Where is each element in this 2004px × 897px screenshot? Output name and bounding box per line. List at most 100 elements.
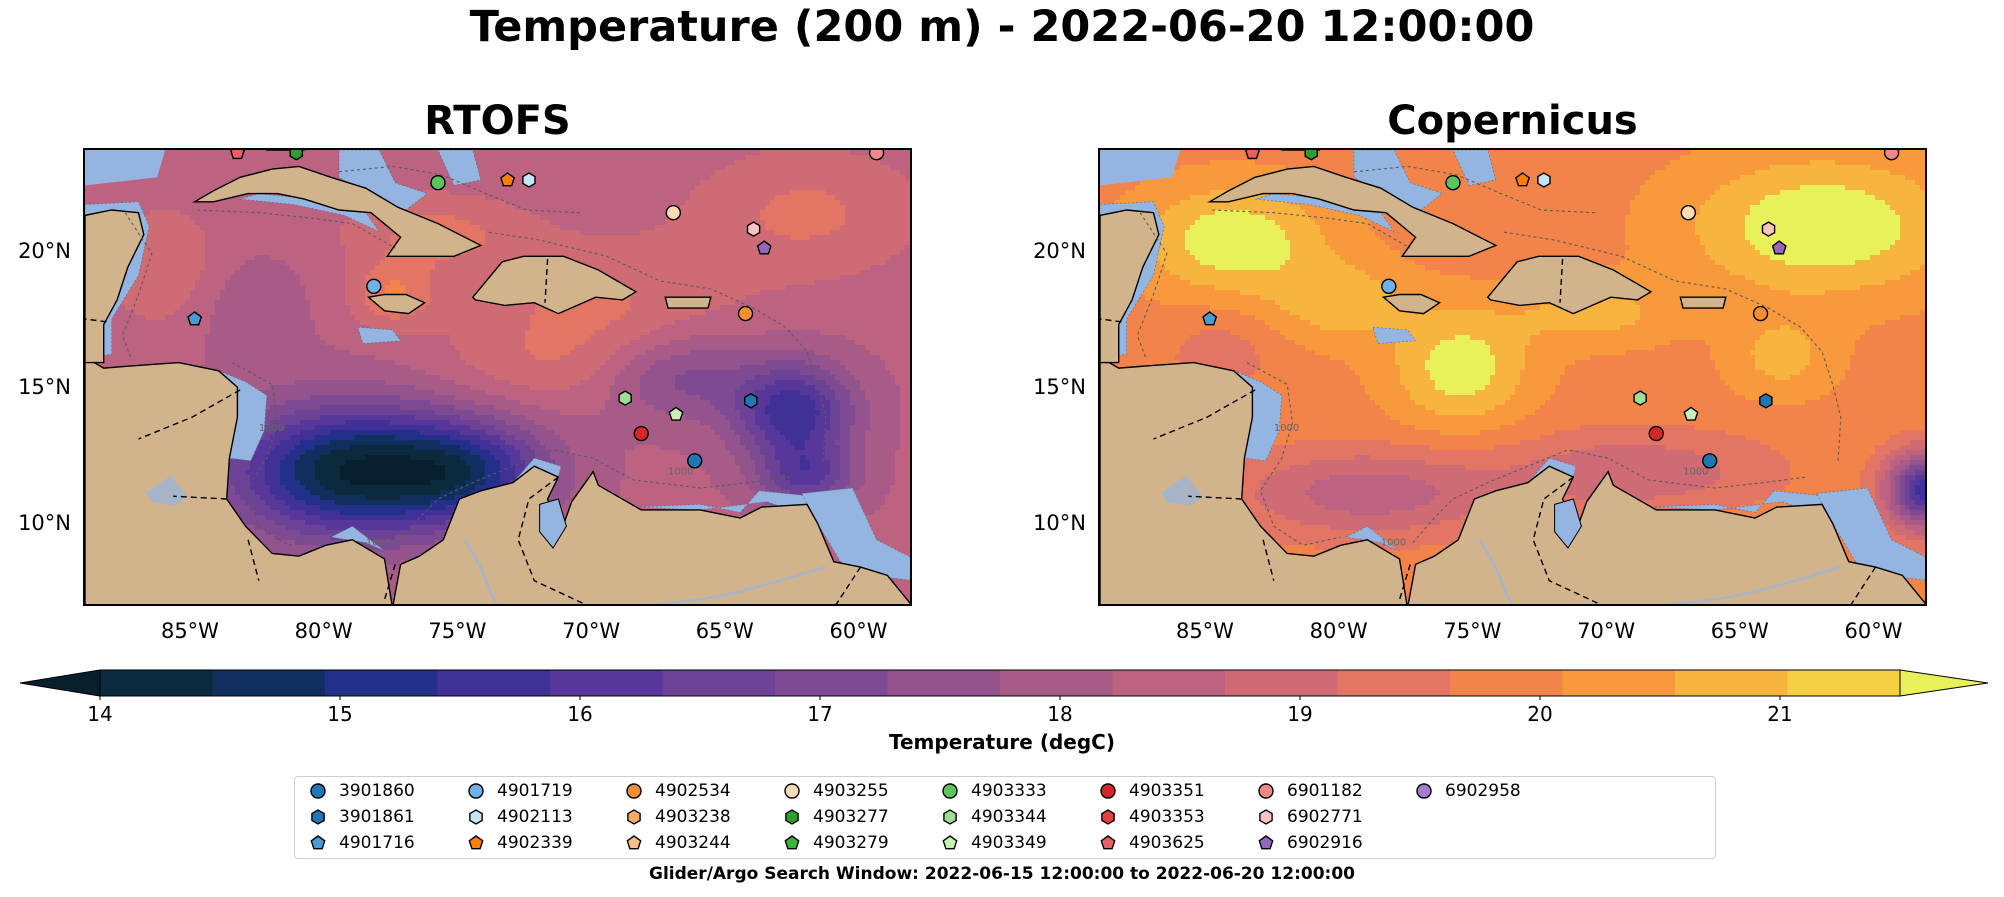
lat-tick-label-rtofs: 15°N xyxy=(1,375,71,399)
circle-marker-icon xyxy=(1100,783,1116,799)
colorbar-bin xyxy=(1675,670,1788,696)
colorbar-bin xyxy=(1562,670,1676,696)
lon-tick-label-rtofs: 65°W xyxy=(680,619,770,643)
legend-item-4903333: 4903333 xyxy=(941,781,1047,801)
float-marker-4902534[interactable] xyxy=(1752,305,1769,322)
circle-marker-icon xyxy=(1416,783,1432,799)
float-marker-4903255[interactable] xyxy=(1680,205,1697,221)
hexagon-marker-icon xyxy=(469,809,483,825)
float-marker-4902113[interactable] xyxy=(1537,172,1551,188)
panel-title-rtofs: RTOFS xyxy=(83,98,912,144)
pentagon-marker-icon xyxy=(468,835,484,850)
float-marker-4902339[interactable] xyxy=(1515,172,1531,187)
colorbar-bin xyxy=(1225,670,1338,696)
legend-label: 4903255 xyxy=(813,781,889,801)
lat-tick-label-rtofs: 10°N xyxy=(1,511,71,535)
search-window-caption: Glider/Argo Search Window: 2022-06-15 12… xyxy=(0,864,2004,884)
float-marker-4903255[interactable] xyxy=(665,205,682,221)
colorbar-bin xyxy=(212,670,326,696)
map-panel-rtofs[interactable]: 1000 1000 1000 xyxy=(83,148,912,606)
float-marker-4903351[interactable] xyxy=(1648,425,1664,442)
legend-label: 4903349 xyxy=(971,833,1047,853)
legend-item-4902339: 4902339 xyxy=(467,833,573,853)
legend-item-4903238: 4903238 xyxy=(625,807,731,827)
lon-tick-label-copernicus: 60°W xyxy=(1829,619,1919,643)
legend-item-4902534: 4902534 xyxy=(625,781,731,801)
legend-item-6901182: 6901182 xyxy=(1257,781,1363,801)
float-marker-4901719[interactable] xyxy=(1381,278,1397,295)
float-marker-6902916[interactable] xyxy=(756,240,772,255)
map-panel-copernicus[interactable]: 1000 1000 1000 xyxy=(1098,148,1927,606)
legend: 3901860 3901861 4901716 4901719 4902113 49023… xyxy=(294,776,1716,859)
float-marker-4901719[interactable] xyxy=(366,278,382,295)
lon-tick-label-rtofs: 85°W xyxy=(145,619,235,643)
circle-marker-icon xyxy=(942,783,958,799)
legend-item-4903244: 4903244 xyxy=(625,833,731,853)
float-marker-3901860[interactable] xyxy=(687,453,703,469)
lon-tick-label-copernicus: 85°W xyxy=(1160,619,1250,643)
legend-label: 4903277 xyxy=(813,807,889,827)
lon-tick-label-rtofs: 60°W xyxy=(814,619,904,643)
float-marker-6901182[interactable] xyxy=(1883,150,1900,161)
legend-item-4903279: 4903279 xyxy=(783,833,889,853)
circle-marker-icon xyxy=(468,783,484,799)
float-marker-4902339[interactable] xyxy=(500,172,516,187)
legend-label: 3901860 xyxy=(339,781,415,801)
lon-tick-label-copernicus: 80°W xyxy=(1294,619,1384,643)
float-marker-4902113[interactable] xyxy=(522,172,536,188)
legend-label: 4901719 xyxy=(497,781,573,801)
panel-title-copernicus: Copernicus xyxy=(1098,98,1927,144)
float-marker-4903333[interactable] xyxy=(430,175,446,191)
lon-tick-label-rtofs: 75°W xyxy=(412,619,502,643)
colorbar xyxy=(20,669,1989,700)
float-marker-4903625[interactable] xyxy=(229,150,245,160)
float-marker-4903344[interactable] xyxy=(1633,390,1647,406)
float-marker-4903349[interactable] xyxy=(668,406,684,421)
float-marker-4903277[interactable] xyxy=(289,150,304,161)
colorbar-bin xyxy=(775,670,888,696)
pentagon-marker-icon xyxy=(1100,835,1116,850)
lat-tick-label-rtofs: 20°N xyxy=(1,239,71,263)
colorbar-tick-label: 14 xyxy=(70,702,130,726)
float-marker-4903349[interactable] xyxy=(1683,406,1699,421)
colorbar-bin xyxy=(1450,670,1563,696)
pentagon-marker-icon xyxy=(784,835,800,850)
hexagon-marker-icon xyxy=(785,809,799,825)
hexagon-marker-icon xyxy=(627,809,641,825)
hexagon-marker-icon xyxy=(311,809,325,825)
float-marker-6902771[interactable] xyxy=(1761,221,1776,237)
colorbar-tick-label: 18 xyxy=(1030,702,1090,726)
float-marker-4903625[interactable] xyxy=(1244,150,1260,160)
legend-label: 4903344 xyxy=(971,807,1047,827)
legend-label: 6902958 xyxy=(1445,781,1521,801)
colorbar-extend-min xyxy=(20,669,101,697)
float-marker-3901860[interactable] xyxy=(1702,453,1718,469)
float-marker-4903351[interactable] xyxy=(633,425,649,442)
legend-item-4902113: 4902113 xyxy=(467,807,573,827)
float-marker-4901716[interactable] xyxy=(1202,311,1218,326)
float-marker-4903277[interactable] xyxy=(1304,150,1319,161)
colorbar-bin xyxy=(662,670,776,696)
legend-label: 6902916 xyxy=(1287,833,1363,853)
colorbar-bin xyxy=(1787,670,1901,696)
pentagon-marker-icon xyxy=(942,835,958,850)
float-marker-6901182[interactable] xyxy=(868,150,885,161)
colorbar-tick-label: 17 xyxy=(790,702,850,726)
float-marker-4903344[interactable] xyxy=(618,390,632,406)
float-marker-3901861[interactable] xyxy=(1759,392,1773,409)
hexagon-marker-icon xyxy=(1259,809,1273,825)
legend-label: 4903351 xyxy=(1129,781,1205,801)
legend-label: 4902339 xyxy=(497,833,573,853)
float-marker-4901716[interactable] xyxy=(187,311,203,326)
legend-item-6902958: 6902958 xyxy=(1415,781,1521,801)
circle-marker-icon xyxy=(626,783,642,799)
float-marker-4902534[interactable] xyxy=(737,305,754,322)
colorbar-label: Temperature (degC) xyxy=(0,730,2004,754)
float-marker-3901861[interactable] xyxy=(744,392,758,409)
float-marker-4903333[interactable] xyxy=(1445,175,1461,191)
float-marker-6902771[interactable] xyxy=(746,221,761,237)
float-marker-6902916[interactable] xyxy=(1771,240,1787,255)
colorbar-tick-label: 15 xyxy=(310,702,370,726)
colorbar-bin xyxy=(325,670,438,696)
lon-tick-label-copernicus: 75°W xyxy=(1427,619,1517,643)
